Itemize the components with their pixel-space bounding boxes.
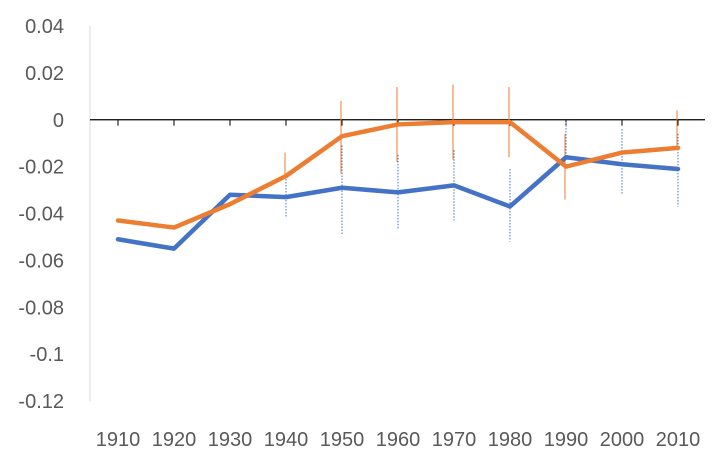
x-tick-label: 1910 (96, 429, 141, 451)
y-tick-label: -0.04 (18, 204, 64, 226)
series-lines (115, 119, 681, 251)
y-tick-label: 0.04 (25, 16, 64, 38)
y-tick-label: -0.1 (30, 344, 64, 366)
series-line-2 (115, 119, 681, 230)
x-tick-label: 1960 (376, 429, 421, 451)
x-tick-label: 1930 (208, 429, 253, 451)
x-tick-label: 1970 (432, 429, 477, 451)
y-axis-tick-labels: 0.04 0.02 0 -0.02 -0.04 -0.06 -0.08 -0.1 -0.12 (18, 16, 64, 413)
x-tick-label: 1950 (320, 429, 365, 451)
x-tick-label: 2000 (600, 429, 645, 451)
y-tick-label: -0.12 (18, 391, 64, 413)
y-tick-label: -0.06 (18, 250, 64, 272)
y-tick-label: -0.02 (18, 157, 64, 179)
x-tick-label: 1920 (152, 429, 197, 451)
x-tick-label: 1980 (488, 429, 533, 451)
y-tick-label: -0.08 (18, 297, 64, 319)
axes (89, 26, 705, 401)
x-tick-label: 2010 (656, 429, 701, 451)
y-tick-label: 0 (53, 110, 64, 132)
x-axis-tick-labels: 1910 1920 1930 1940 1950 1960 1970 1980 1990 2000… (96, 429, 701, 451)
x-tick-label: 1940 (264, 429, 309, 451)
x-tick-label: 1990 (544, 429, 589, 451)
y-tick-label: 0.02 (25, 63, 64, 85)
